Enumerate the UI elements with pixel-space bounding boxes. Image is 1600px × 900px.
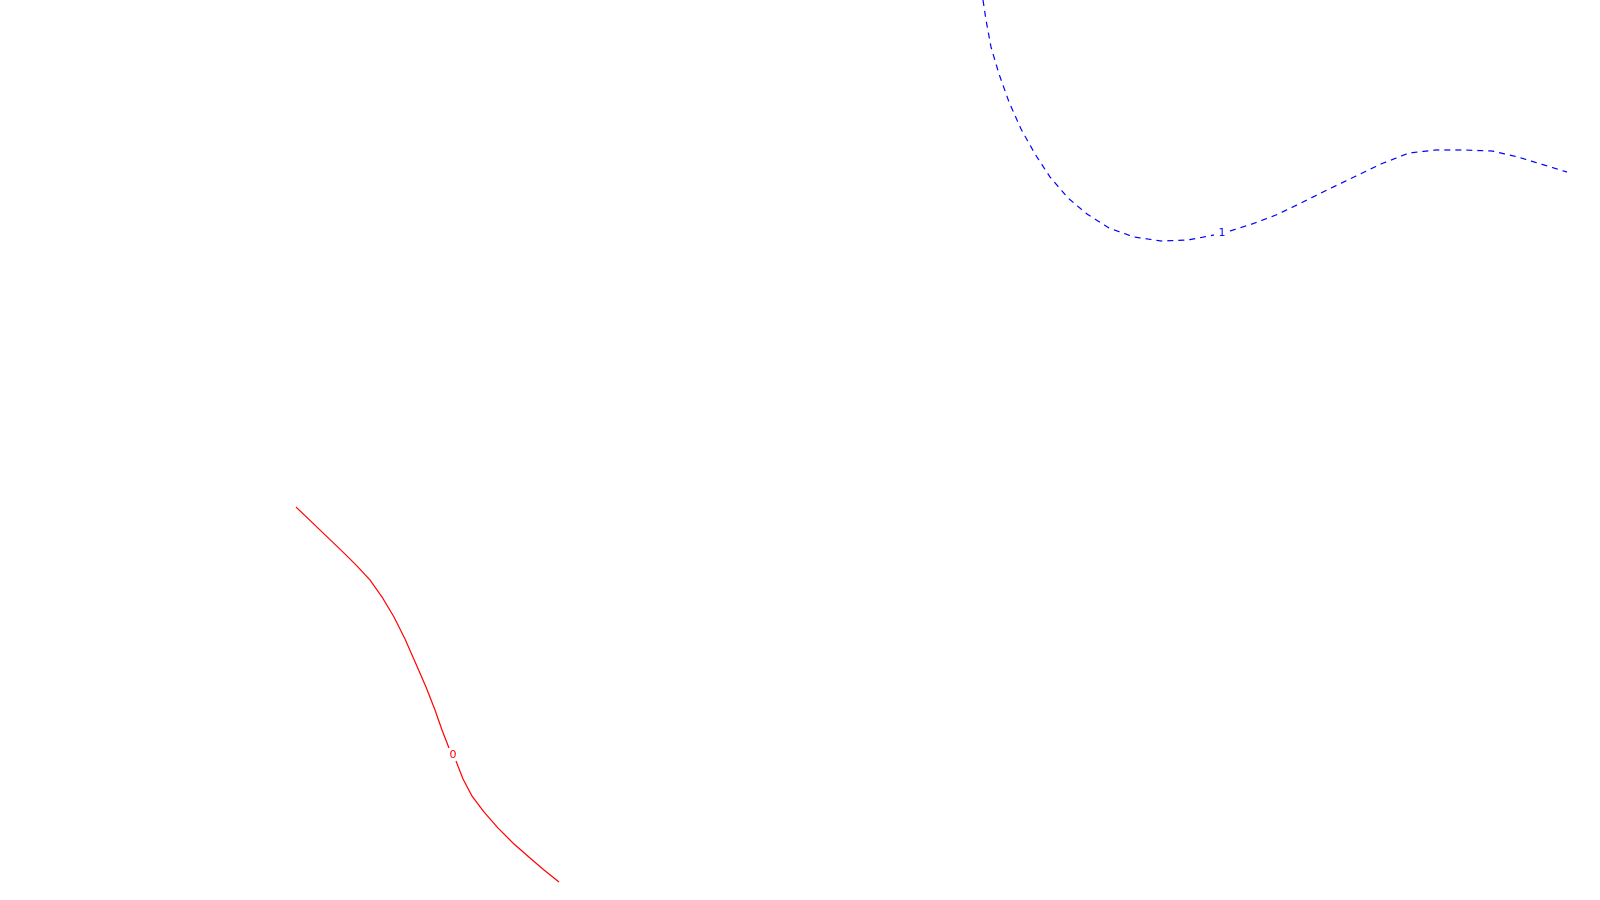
contour-label-level-1: 1 — [1219, 226, 1226, 239]
contour-line-level-0 — [295, 506, 450, 749]
contour-label-level-0: 0 — [450, 748, 457, 761]
contour-line-level-1 — [1229, 149, 1568, 232]
contour-line-level-0 — [455, 760, 560, 883]
contour-line-level-1 — [982, 0, 1215, 242]
